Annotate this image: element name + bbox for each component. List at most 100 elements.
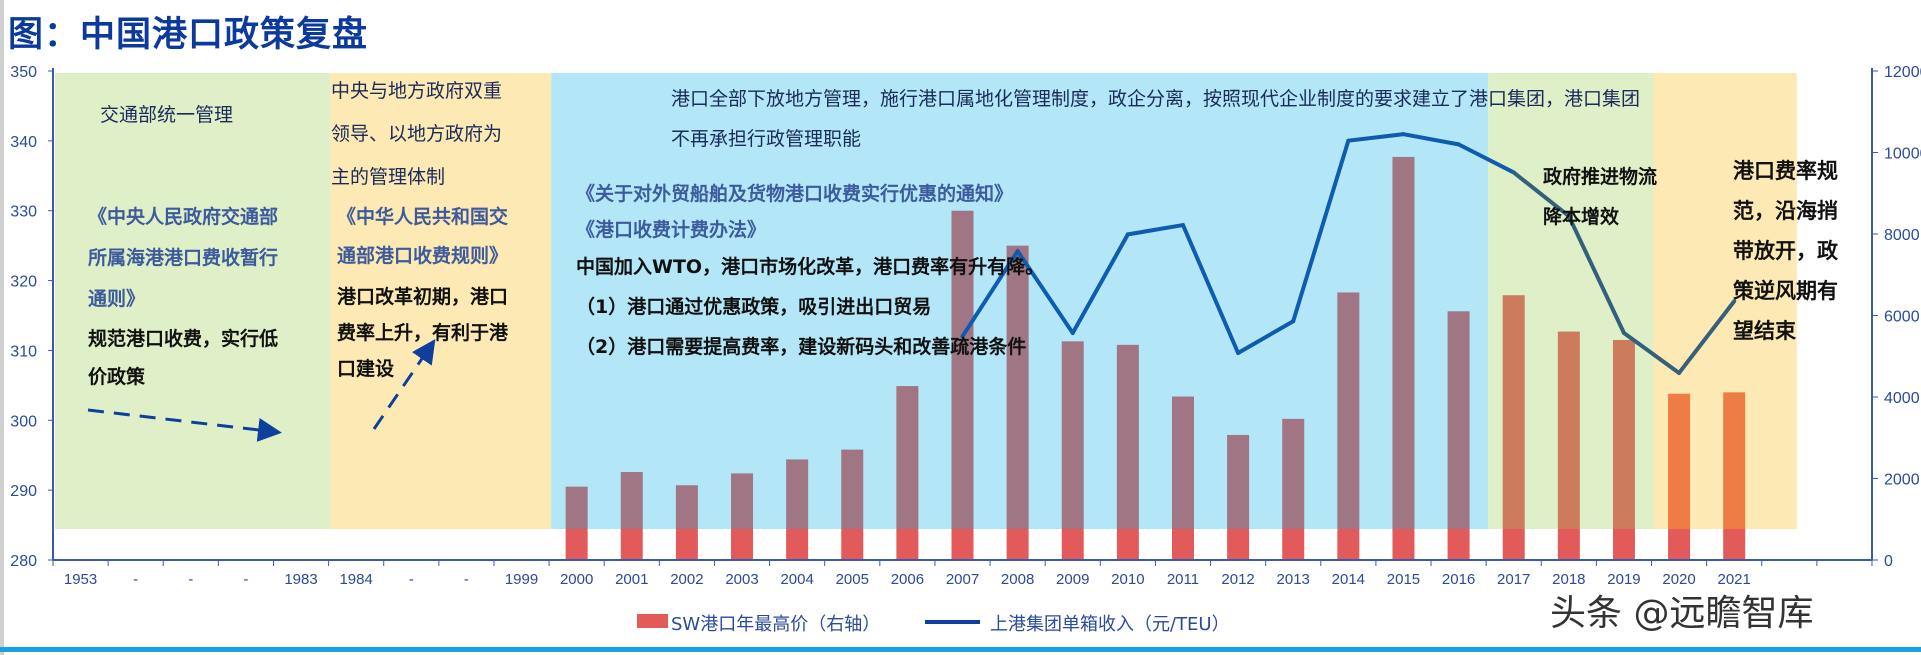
bar-base [1502, 529, 1525, 560]
annotation-line: 港口改革初期，港口 [337, 286, 509, 308]
left-border [0, 0, 4, 655]
bottom-rule [0, 647, 1921, 652]
left-tick-label: 330 [10, 204, 37, 221]
annotation-line: 主的管理体制 [331, 166, 446, 188]
bar [786, 459, 809, 529]
x-tick-label: 2016 [1442, 571, 1475, 588]
bar-base [951, 529, 974, 560]
bar [1723, 392, 1746, 529]
line-segment [1566, 214, 1626, 336]
x-tick-label: 1999 [505, 571, 538, 588]
left-tick-label: 300 [10, 413, 37, 430]
annotation-line: 《港口收费计费办法》 [576, 219, 767, 241]
bar-base [1282, 529, 1305, 560]
annotation-line: 价政策 [88, 366, 146, 388]
annotation-line: 港口费率规 [1733, 159, 1838, 183]
bar-base [1723, 529, 1746, 560]
line-segment [1070, 232, 1130, 336]
bar [620, 471, 643, 529]
bar-base [1557, 529, 1580, 560]
annotation-line: 交通部统一管理 [100, 104, 234, 126]
x-tick-label: 2011 [1167, 571, 1199, 588]
bar [1612, 339, 1635, 529]
x-tick-label: 2017 [1497, 571, 1530, 588]
x-tick-label: - [133, 571, 138, 588]
bar-base [1227, 529, 1250, 560]
bar-base [786, 529, 809, 560]
bar [1061, 341, 1084, 529]
bar [1116, 344, 1139, 529]
right-tick-label: 10000 [1884, 146, 1921, 163]
x-tick-label: 2001 [615, 571, 648, 588]
annotation-line: 《中华人民共和国交 [337, 206, 509, 228]
line-segment [1236, 319, 1296, 355]
bar [951, 210, 974, 529]
line-segment [1291, 138, 1351, 324]
annotation-line: 中央与地方政府双重 [331, 80, 503, 102]
bar [896, 386, 919, 529]
x-tick-label: 2014 [1332, 571, 1365, 588]
annotation-line: 费率上升，有利于港 [337, 322, 509, 344]
right-tick-label: 8000 [1884, 227, 1920, 244]
x-tick-label: 2015 [1387, 571, 1420, 588]
x-tick-label: 2012 [1221, 571, 1254, 588]
right-tick-label: 2000 [1884, 472, 1920, 489]
x-tick-label: 1983 [284, 571, 317, 588]
bar-base [1668, 529, 1691, 560]
line-segment [1180, 223, 1241, 355]
line-segment [1456, 142, 1516, 175]
page-title: 图：中国港口政策复盘 [8, 15, 369, 55]
right-tick-label: 12000 [1884, 64, 1921, 81]
bar-base [1337, 529, 1360, 560]
annotation-line: 《中央人民政府交通部 [88, 206, 279, 228]
x-tick-label: 2008 [1001, 571, 1034, 588]
legend-bar-label: SW港口年最高价（右轴） [671, 614, 881, 635]
left-tick-label: 320 [10, 274, 37, 291]
dashed-arrow-down [87, 408, 282, 442]
annotation-line: 规范港口收费，实行低 [88, 328, 279, 350]
x-tick-label: - [243, 571, 248, 588]
left-tick-label: 310 [10, 343, 37, 360]
annotation-line: 中国加入WTO，港口市场化改革，港口费率有升有降。 [576, 256, 1045, 278]
watermark: 头条 @远瞻智库 [1550, 593, 1814, 634]
bar [1557, 331, 1580, 529]
bar [1227, 434, 1250, 529]
bar-base [1171, 529, 1194, 560]
line-segment [1346, 132, 1406, 143]
bar [1668, 393, 1691, 529]
line-segment [1677, 299, 1737, 375]
bar [1502, 295, 1525, 529]
annotation-line: 《关于对外贸船舶及货物港口收费实行优惠的通知》 [576, 183, 1014, 205]
annotation-line: 通部港口收费规则》 [337, 245, 509, 267]
bar [1447, 311, 1470, 529]
bar-base [731, 529, 754, 560]
bar-base [1392, 529, 1415, 560]
x-tick-label: 2002 [670, 571, 703, 588]
line-segment [1401, 132, 1461, 147]
bar [1337, 292, 1360, 529]
line-segment [1511, 170, 1571, 219]
x-tick-label: 2021 [1718, 571, 1751, 588]
bar-base [565, 529, 588, 560]
bar [1392, 156, 1415, 529]
right-tick-label: 6000 [1884, 309, 1920, 326]
annotation-line: 港口全部下放地方管理，施行港口属地化管理制度，政企分离，按照现代企业制度的要求建… [671, 88, 1641, 110]
x-tick-label: 2000 [560, 571, 593, 588]
line-segment [960, 249, 1020, 339]
annotation-line: 范，沿海捎 [1733, 199, 1838, 223]
bar-base [1612, 529, 1635, 560]
annotation-line: 降本增效 [1543, 206, 1620, 228]
annotation-line: 策逆风期有 [1733, 279, 1838, 303]
annotation-line: 领导、以地方政府为 [331, 123, 503, 145]
bar-base [1061, 529, 1084, 560]
right-tick-label: 0 [1884, 553, 1893, 570]
legend-line-swatch [925, 620, 980, 624]
annotation-line: 口建设 [337, 358, 395, 380]
x-tick-label: 2010 [1111, 571, 1144, 588]
line-segment [1621, 331, 1682, 375]
x-tick-label: - [464, 571, 469, 588]
bar [1006, 245, 1029, 529]
bar [841, 449, 864, 529]
right-tick-label: 4000 [1884, 390, 1920, 407]
bar-base [620, 529, 643, 560]
